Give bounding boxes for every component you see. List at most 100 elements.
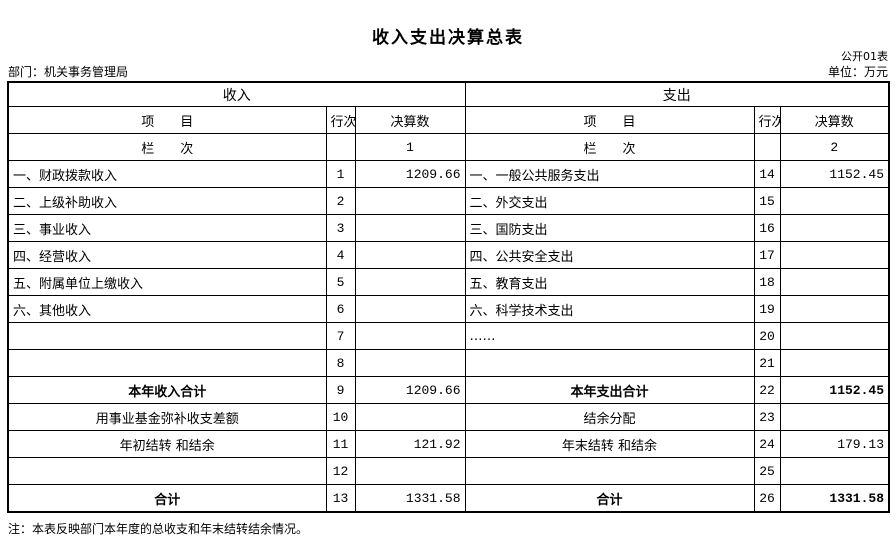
table-row: 本年收入合计 9 1209.66 本年支出合计 22 1152.45: [7, 376, 890, 404]
income-amount-cell: [354, 403, 466, 431]
income-item-cell: [7, 322, 327, 350]
income-line-number-cell: 12: [325, 457, 356, 485]
expense-column-index-spacer: [753, 133, 781, 161]
expense-line-number-cell: 19: [753, 295, 781, 323]
column-header-row: 项 目 行次 决算数 项 目 行次 决算数: [7, 106, 890, 134]
expense-line-number-cell: 17: [753, 241, 781, 269]
expense-item-cell: 本年支出合计: [464, 376, 755, 404]
table-row: 五、附属单位上缴收入 5 五、教育支出 18: [7, 268, 890, 296]
income-item-cell: 一、财政拨款收入: [7, 160, 327, 188]
income-item-cell: 年初结转 和结余: [7, 430, 327, 458]
expense-amount-column-header: 决算数: [779, 106, 890, 134]
expense-amount-cell: [779, 403, 890, 431]
income-item-cell: 二、上级补助收入: [7, 187, 327, 215]
expense-column-index-label: 栏 次: [464, 133, 755, 161]
expense-item-cell: 三、国防支出: [464, 214, 755, 242]
income-column-index-value: 1: [354, 133, 466, 161]
page-title: 收入支出决算总表: [372, 28, 524, 48]
table-row: 用事业基金弥补收支差额 10 结余分配 23: [7, 403, 890, 431]
expense-amount-cell: [779, 457, 890, 485]
expense-item-cell: 五、教育支出: [464, 268, 755, 296]
income-item-cell: 四、经营收入: [7, 241, 327, 269]
section-header-row: 收入 支出: [7, 81, 890, 107]
table-code: 公开01表: [841, 50, 888, 63]
expense-column-index-value: 2: [779, 133, 890, 161]
footnote: 注：本表反映部门本年度的总收支和年末结转结余情况。: [8, 522, 309, 536]
column-index-row: 栏 次 1 栏 次 2: [7, 133, 890, 161]
income-line-number-cell: 13: [325, 484, 356, 513]
income-line-number-cell: 7: [325, 322, 356, 350]
table-row: 四、经营收入 4 四、公共安全支出 17: [7, 241, 890, 269]
expense-item-cell: 四、公共安全支出: [464, 241, 755, 269]
department-label: 部门：机关事务管理局: [8, 65, 129, 79]
expense-amount-cell: [779, 187, 890, 215]
table-row: 7 …… 20: [7, 322, 890, 350]
expense-line-number-cell: 22: [753, 376, 781, 404]
expense-amount-cell: [779, 241, 890, 269]
income-line-number-cell: 2: [325, 187, 356, 215]
expense-amount-cell: [779, 322, 890, 350]
expense-item-cell: 合计: [464, 484, 755, 513]
income-item-cell: 五、附属单位上缴收入: [7, 268, 327, 296]
income-section-header: 收入: [7, 81, 466, 107]
income-amount-cell: 121.92: [354, 430, 466, 458]
table-row: 三、事业收入 3 三、国防支出 16: [7, 214, 890, 242]
expense-amount-cell: [779, 214, 890, 242]
income-line-number-cell: 9: [325, 376, 356, 404]
income-item-cell: [7, 457, 327, 485]
income-amount-cell: 1209.66: [354, 160, 466, 188]
table-row: 8 21: [7, 349, 890, 377]
income-amount-cell: [354, 457, 466, 485]
expense-line-number-cell: 14: [753, 160, 781, 188]
expense-item-cell: 结余分配: [464, 403, 755, 431]
table-row: 年初结转 和结余 11 121.92 年末结转 和结余 24 179.13: [7, 430, 890, 458]
expense-amount-cell: 1152.45: [779, 160, 890, 188]
expense-amount-cell: [779, 295, 890, 323]
income-amount-cell: 1209.66: [354, 376, 466, 404]
expense-line-number-cell: 26: [753, 484, 781, 513]
expense-amount-cell: 1152.45: [779, 376, 890, 404]
expense-item-cell: 年末结转 和结余: [464, 430, 755, 458]
expense-line-number-cell: 25: [753, 457, 781, 485]
table-row: 合计 13 1331.58 合计 26 1331.58: [7, 484, 890, 513]
income-amount-cell: [354, 241, 466, 269]
expense-line-number-cell: 15: [753, 187, 781, 215]
income-line-number-cell: 3: [325, 214, 356, 242]
income-column-index-spacer: [325, 133, 356, 161]
income-amount-cell: [354, 214, 466, 242]
expense-line-number-cell: 16: [753, 214, 781, 242]
expense-item-cell: [464, 349, 755, 377]
income-item-cell: 用事业基金弥补收支差额: [7, 403, 327, 431]
income-item-cell: [7, 349, 327, 377]
income-line-number-cell: 8: [325, 349, 356, 377]
income-item-cell: 本年收入合计: [7, 376, 327, 404]
income-line-column-header: 行次: [325, 106, 356, 134]
table-row: 二、上级补助收入 2 二、外交支出 15: [7, 187, 890, 215]
income-amount-column-header: 决算数: [354, 106, 466, 134]
expense-amount-cell: 179.13: [779, 430, 890, 458]
income-item-cell: 合计: [7, 484, 327, 513]
income-amount-cell: [354, 187, 466, 215]
expense-item-cell: ……: [464, 322, 755, 350]
income-line-number-cell: 5: [325, 268, 356, 296]
expense-amount-cell: [779, 268, 890, 296]
expense-item-cell: 六、科学技术支出: [464, 295, 755, 323]
table-row: 六、其他收入 6 六、科学技术支出 19: [7, 295, 890, 323]
expense-line-number-cell: 23: [753, 403, 781, 431]
table-row: 12 25: [7, 457, 890, 485]
income-amount-cell: 1331.58: [354, 484, 466, 513]
expense-line-number-cell: 18: [753, 268, 781, 296]
expense-item-cell: 二、外交支出: [464, 187, 755, 215]
income-line-number-cell: 1: [325, 160, 356, 188]
income-column-index-label: 栏 次: [7, 133, 327, 161]
expense-line-column-header: 行次: [753, 106, 781, 134]
meta-row: 部门：机关事务管理局 单位：万元: [0, 65, 896, 79]
income-amount-cell: [354, 349, 466, 377]
unit-label: 单位：万元: [827, 65, 888, 79]
table-row: 一、财政拨款收入 1 1209.66 一、一般公共服务支出 14 1152.45: [7, 160, 890, 188]
expense-section-header: 支出: [464, 81, 890, 107]
expense-line-number-cell: 24: [753, 430, 781, 458]
income-amount-cell: [354, 268, 466, 296]
income-amount-cell: [354, 295, 466, 323]
income-line-number-cell: 6: [325, 295, 356, 323]
